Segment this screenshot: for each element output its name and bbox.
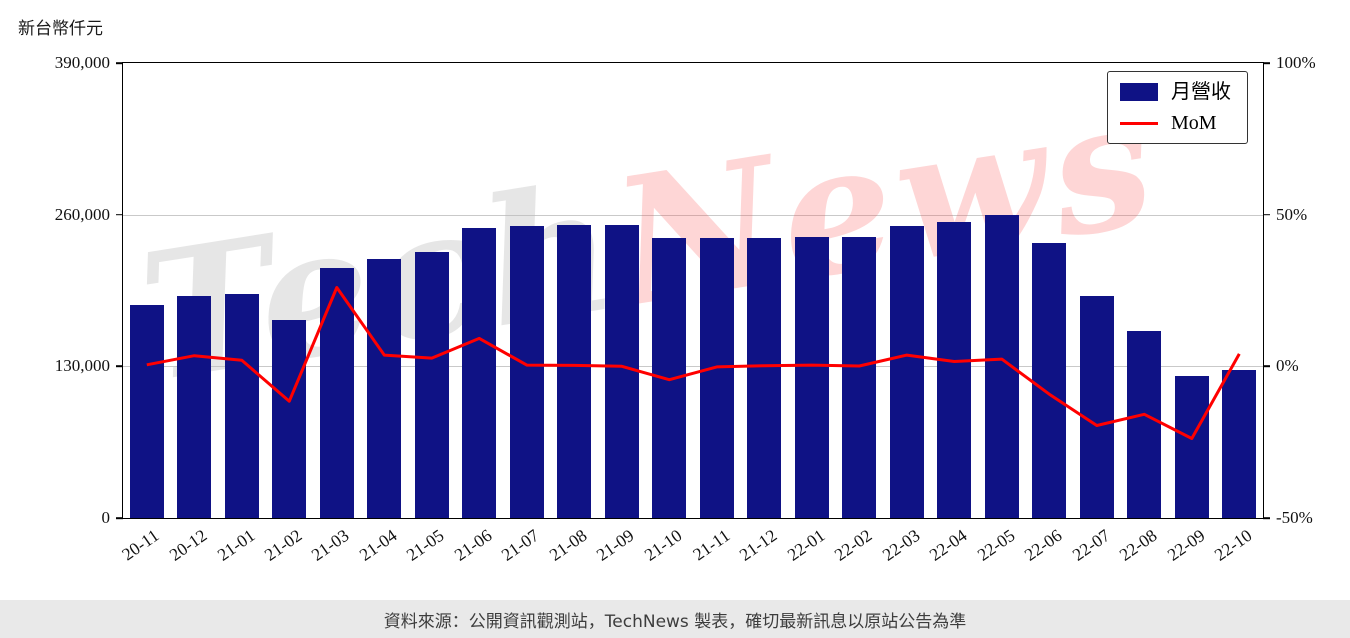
bar-21-06: [462, 227, 497, 518]
bar-22-07: [1079, 296, 1114, 518]
tick-mark: [1263, 62, 1270, 64]
tick-mark: [1263, 365, 1270, 368]
x-tick-label-22-03: 22-03: [878, 525, 923, 565]
x-tick-label-22-02: 22-02: [830, 525, 876, 565]
y-tick-left-0: 0: [101, 508, 111, 527]
x-tick-label-20-11: 20-11: [118, 525, 163, 565]
bar-20-12: [177, 296, 212, 518]
legend-label-revenue: 月營收: [1171, 81, 1231, 103]
tick-mark: [1263, 517, 1270, 519]
bar-20-11: [129, 304, 164, 518]
tick-mark: [116, 517, 123, 519]
x-tick-label-22-04: 22-04: [925, 525, 971, 565]
legend: 月營收 MoM: [1107, 71, 1248, 144]
revenue-swatch: [1120, 83, 1158, 101]
legend-item-mom: MoM: [1120, 113, 1231, 133]
y-tick-right--50: -50%: [1276, 508, 1313, 527]
gridline: [123, 366, 1263, 368]
x-tick-label-21-08: 21-08: [545, 525, 591, 565]
bar-22-03: [889, 226, 924, 518]
x-tick-label-22-07: 22-07: [1068, 525, 1113, 565]
tick-mark: [116, 365, 123, 368]
x-tick-label-22-05: 22-05: [973, 525, 1018, 565]
x-tick-label-21-10: 21-10: [640, 525, 686, 565]
bar-22-09: [1174, 375, 1209, 518]
bar-21-01: [224, 294, 259, 518]
x-tick-label-21-12: 21-12: [735, 525, 781, 565]
x-tick-label-22-01: 22-01: [783, 525, 828, 565]
x-axis-labels: 20-11 20-12 21-01 21-02 21-03 21-04 21-05 21-06…: [118, 519, 1262, 601]
bar-21-12: [747, 238, 782, 518]
x-tick-label-20-12: 20-12: [165, 525, 211, 565]
gridline: [123, 214, 1263, 216]
x-tick-label-21-01: 21-01: [213, 525, 258, 565]
mom-line-layer: [146, 286, 1241, 440]
footer-bar: 資料來源：公開資訊觀測站，TechNews 製表，確切最新訊息以原站公告為準: [0, 600, 1350, 638]
bar-21-08: [557, 225, 592, 518]
y-tick-left-130000: 130,000: [54, 356, 110, 376]
bar-22-10: [1222, 369, 1257, 518]
footer-text: 資料來源：公開資訊觀測站，TechNews 製表，確切最新訊息以原站公告為準: [383, 611, 967, 632]
x-tick-label-21-09: 21-09: [592, 525, 638, 565]
x-tick-label-21-04: 21-04: [355, 525, 401, 565]
bar-21-02: [272, 319, 307, 518]
mom-line-swatch: [1120, 121, 1158, 125]
y-tick-left-260000: 260,000: [54, 204, 110, 224]
bar-22-02: [842, 236, 877, 518]
x-tick-label-22-10: 22-10: [1210, 525, 1256, 565]
revenue-bars-layer: [123, 63, 1263, 518]
bar-22-01: [794, 236, 829, 518]
tick-mark: [116, 213, 123, 216]
legend-label-mom: MoM: [1171, 112, 1217, 134]
bar-22-06: [1032, 242, 1067, 518]
x-tick-label-22-09: 22-09: [1163, 525, 1208, 565]
x-tick-label-22-08: 22-08: [1115, 525, 1161, 565]
bar-21-07: [509, 226, 544, 518]
x-tick-label-21-03: 21-03: [307, 525, 353, 565]
y-tick-right-0: 0%: [1276, 356, 1299, 376]
bar-21-03: [319, 268, 354, 518]
bar-21-09: [604, 225, 639, 518]
x-tick-label-21-11: 21-11: [688, 525, 733, 565]
bar-22-08: [1127, 331, 1162, 518]
x-tick-label-21-06: 21-06: [450, 525, 496, 565]
x-tick-label-21-05: 21-05: [402, 525, 448, 565]
y-tick-right-100: 100%: [1276, 53, 1316, 72]
y-tick-right-50: 50%: [1276, 204, 1308, 224]
tick-mark: [1263, 213, 1270, 216]
x-tick-label-22-06: 22-06: [1020, 525, 1066, 565]
legend-item-revenue: 月營收: [1120, 82, 1231, 102]
x-tick-label-21-07: 21-07: [497, 525, 543, 565]
bar-21-11: [699, 238, 734, 518]
bar-21-05: [414, 252, 449, 518]
y-tick-left-390000: 390,000: [54, 53, 110, 72]
axis-unit-label: 新台幣仟元: [18, 19, 103, 39]
bar-22-04: [937, 221, 972, 518]
mom-polyline: [146, 286, 1241, 440]
bar-21-04: [367, 259, 402, 518]
x-tick-label-21-02: 21-02: [260, 525, 306, 565]
tick-mark: [116, 62, 123, 64]
